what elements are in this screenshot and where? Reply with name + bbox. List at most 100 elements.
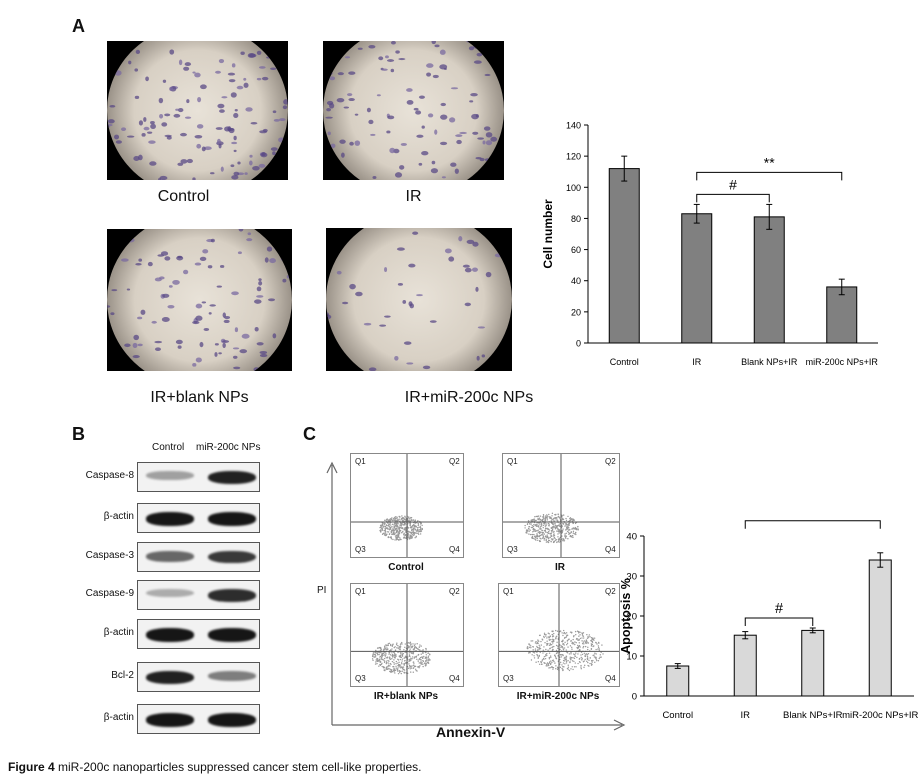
flow-event xyxy=(387,531,390,533)
stained-cell xyxy=(177,162,184,166)
flow-event xyxy=(560,646,562,649)
stained-cell xyxy=(237,161,241,165)
flow-event xyxy=(524,524,526,527)
stained-cell xyxy=(128,60,132,65)
stained-cell xyxy=(222,312,226,318)
flow-event xyxy=(393,663,395,665)
flow-event xyxy=(536,515,539,518)
flow-event xyxy=(567,638,570,641)
flow-event xyxy=(542,515,545,517)
flow-event xyxy=(420,530,423,532)
stained-cell xyxy=(345,56,351,59)
flow-event xyxy=(562,662,565,664)
flow-event xyxy=(397,659,400,661)
flow-event xyxy=(419,530,421,533)
flow-event xyxy=(558,524,560,527)
flow-event xyxy=(537,518,539,521)
flow-event xyxy=(570,531,573,533)
flow-event xyxy=(391,652,393,654)
flow-event xyxy=(383,667,385,669)
stained-cell xyxy=(133,334,140,341)
flow-event xyxy=(399,655,402,658)
flow-event xyxy=(572,642,575,644)
flow-event xyxy=(563,540,566,542)
stained-cell xyxy=(449,117,456,123)
stained-cell xyxy=(459,131,467,135)
flow-event xyxy=(559,658,561,661)
stained-cell xyxy=(416,294,423,297)
flow-event xyxy=(410,671,412,673)
flow-event xyxy=(544,527,547,530)
flow-event xyxy=(548,633,550,635)
flow-event xyxy=(391,658,393,660)
flow-event xyxy=(387,644,389,647)
flow-event xyxy=(391,660,394,663)
flow-event xyxy=(562,537,564,540)
flow-event xyxy=(394,539,396,541)
flow-event xyxy=(588,659,590,661)
stained-cell xyxy=(230,92,237,98)
stained-cell xyxy=(121,127,127,131)
stained-cell xyxy=(456,139,462,145)
blot-band xyxy=(146,471,194,480)
flow-event xyxy=(557,540,560,542)
stained-cell xyxy=(368,45,376,49)
stained-cell xyxy=(476,355,480,361)
flow-event xyxy=(386,648,388,651)
flow-event xyxy=(397,647,399,649)
flow-event xyxy=(530,519,533,521)
flow-event xyxy=(532,649,534,651)
stained-cell xyxy=(439,49,446,55)
flow-event xyxy=(399,658,402,661)
flow-event xyxy=(390,519,392,521)
stained-cell xyxy=(412,231,419,235)
stained-cell xyxy=(231,291,239,296)
flow-event xyxy=(578,658,581,660)
flow-event xyxy=(403,664,405,666)
figure-caption-text: miR-200c nanoparticles suppressed cancer… xyxy=(54,760,422,774)
flow-event xyxy=(419,644,421,646)
flow-event xyxy=(389,658,392,660)
flow-event xyxy=(542,657,545,660)
flow-event xyxy=(581,657,583,660)
flow-event xyxy=(540,523,543,525)
flow-event xyxy=(394,653,396,655)
flow-event xyxy=(396,518,399,520)
stained-cell xyxy=(186,158,193,164)
flow-event xyxy=(532,531,534,533)
flow-event xyxy=(574,662,577,664)
flow-event xyxy=(534,519,536,522)
flow-event xyxy=(583,643,585,645)
flow-event xyxy=(565,519,568,522)
y-tick-label: 40 xyxy=(626,532,637,543)
flow-event xyxy=(577,653,579,655)
flow-event xyxy=(373,652,375,654)
flow-event xyxy=(397,663,400,666)
micrograph-label: Control xyxy=(157,188,210,205)
flow-event xyxy=(594,661,596,663)
stained-cell xyxy=(122,243,126,248)
flow-event xyxy=(538,663,541,666)
flow-event xyxy=(374,663,377,665)
flow-event xyxy=(547,663,550,665)
stained-cell xyxy=(473,43,481,49)
flow-event xyxy=(546,640,548,642)
stained-cell xyxy=(147,131,153,134)
stained-cell xyxy=(450,87,459,90)
flow-event xyxy=(558,523,561,525)
flow-event xyxy=(381,529,383,532)
flow-event xyxy=(548,639,551,641)
flow-event xyxy=(385,662,388,665)
stained-cell xyxy=(107,123,113,127)
flow-event xyxy=(396,526,398,528)
flow-event xyxy=(540,661,542,664)
flow-event xyxy=(570,639,572,642)
x-tick-label: Blank NPs+IR xyxy=(783,710,843,721)
flow-event xyxy=(387,520,390,522)
flow-event xyxy=(533,655,535,657)
flow-event xyxy=(551,630,553,632)
flow-event xyxy=(576,644,579,647)
flow-event xyxy=(385,534,387,537)
flow-event xyxy=(572,522,574,524)
quadrant-label: Q4 xyxy=(605,674,616,683)
